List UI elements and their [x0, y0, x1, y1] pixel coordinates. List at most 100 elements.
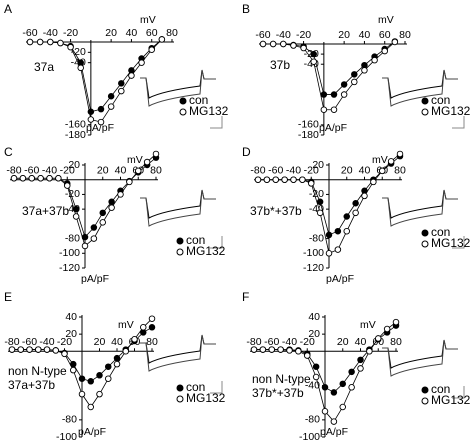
- x-tick-label: 20: [337, 336, 349, 348]
- x-axis-label: mV: [372, 154, 388, 166]
- legend-label: MG132: [431, 104, 471, 118]
- y-tick-label: -120: [303, 262, 324, 274]
- legend-marker: [176, 384, 184, 392]
- construct-label: 37b*+37b: [250, 204, 302, 218]
- x-tick-label: -40: [43, 27, 58, 39]
- data-point: [269, 40, 277, 48]
- y-tick-label: -100: [56, 431, 77, 443]
- data-point: [107, 92, 115, 100]
- data-point: [148, 315, 156, 322]
- x-tick-label: -40: [42, 164, 57, 176]
- data-point: [122, 348, 129, 355]
- x-tick-label: -40: [282, 336, 297, 348]
- inset-trace: [382, 189, 458, 227]
- legend-label: con: [189, 93, 208, 107]
- data-point: [78, 390, 86, 398]
- data-point: [104, 363, 112, 370]
- data-point: [334, 246, 342, 253]
- y-tick-label: -80: [309, 232, 324, 244]
- legend-marker: [421, 240, 429, 248]
- construct-label: non N-type: [8, 364, 67, 378]
- construct-label: 37b*+37b: [252, 386, 304, 400]
- data-point: [69, 366, 77, 374]
- x-axis-label: mV: [127, 154, 143, 166]
- legend-label: MG132: [431, 393, 471, 407]
- data-point: [259, 346, 267, 353]
- data-point: [277, 346, 284, 353]
- data-point: [351, 71, 358, 78]
- data-point: [351, 78, 358, 86]
- panel-letter: B: [242, 2, 250, 16]
- x-tick-label: 40: [126, 27, 138, 39]
- x-tick-label: -40: [39, 336, 54, 348]
- data-point: [90, 235, 98, 242]
- legend-marker: [176, 237, 184, 245]
- y-tick-label: -100: [59, 247, 80, 259]
- data-point: [97, 105, 105, 113]
- data-point: [28, 174, 36, 182]
- data-point: [290, 176, 297, 183]
- data-point: [286, 347, 293, 354]
- data-point: [387, 158, 395, 165]
- data-point: [300, 44, 307, 52]
- data-point: [357, 365, 364, 372]
- data-point: [310, 50, 317, 58]
- y-tick-label: 20: [312, 159, 324, 171]
- panel-letter: E: [4, 290, 12, 304]
- x-tick-label: 40: [359, 164, 371, 176]
- x-tick-label: 20: [338, 29, 350, 41]
- panel-letter: D: [242, 145, 251, 159]
- x-tick-label: -20: [63, 27, 78, 39]
- y-tick-label: 20: [68, 159, 80, 171]
- data-point: [77, 64, 84, 72]
- data-point: [26, 38, 34, 46]
- y-axis-label: pA/pF: [78, 426, 106, 438]
- legend-marker: [421, 108, 429, 116]
- x-tick-label: 60: [146, 27, 158, 39]
- y-tick-label: 20: [308, 328, 320, 340]
- data-point: [312, 373, 320, 381]
- construct-label: non N-type: [252, 372, 311, 386]
- data-point: [134, 167, 142, 175]
- data-point: [81, 242, 89, 250]
- y-axis-label: pA/pF: [320, 426, 348, 438]
- x-tick-label: 80: [394, 164, 406, 176]
- data-point: [19, 174, 27, 182]
- data-point: [36, 38, 44, 46]
- data-point: [268, 346, 276, 353]
- x-tick-label: 40: [111, 336, 123, 348]
- x-tick-label: 60: [379, 29, 391, 41]
- y-axis-label: pA/pF: [319, 122, 347, 134]
- data-point: [108, 198, 115, 206]
- legend-label: con: [431, 225, 450, 239]
- construct-label: 37a+37b: [8, 378, 55, 392]
- data-point: [379, 167, 386, 175]
- data-point: [343, 227, 351, 235]
- data-point: [299, 176, 306, 183]
- construct-label: 37b: [270, 58, 290, 72]
- data-point: [370, 178, 377, 186]
- y-axis-label: pA/pF: [326, 273, 354, 285]
- x-tick-label: -40: [286, 164, 301, 176]
- data-point: [8, 346, 16, 353]
- data-point: [339, 403, 347, 411]
- y-tick-label: -80: [305, 414, 320, 426]
- legend-label: con: [186, 233, 205, 247]
- data-point: [118, 87, 125, 95]
- data-point: [118, 80, 125, 87]
- x-tick-label: 20: [105, 27, 117, 39]
- data-point: [17, 346, 25, 353]
- iv-curve: [30, 39, 163, 123]
- data-point: [312, 363, 320, 370]
- data-point: [339, 380, 347, 388]
- data-point: [340, 91, 348, 98]
- y-tick-label: 40: [308, 311, 320, 323]
- data-point: [259, 40, 267, 48]
- data-point: [97, 118, 105, 126]
- data-point: [263, 176, 271, 183]
- data-point: [325, 231, 333, 239]
- y-tick-label: -80: [62, 414, 77, 426]
- x-tick-label: -60: [255, 29, 270, 41]
- data-point: [316, 198, 324, 206]
